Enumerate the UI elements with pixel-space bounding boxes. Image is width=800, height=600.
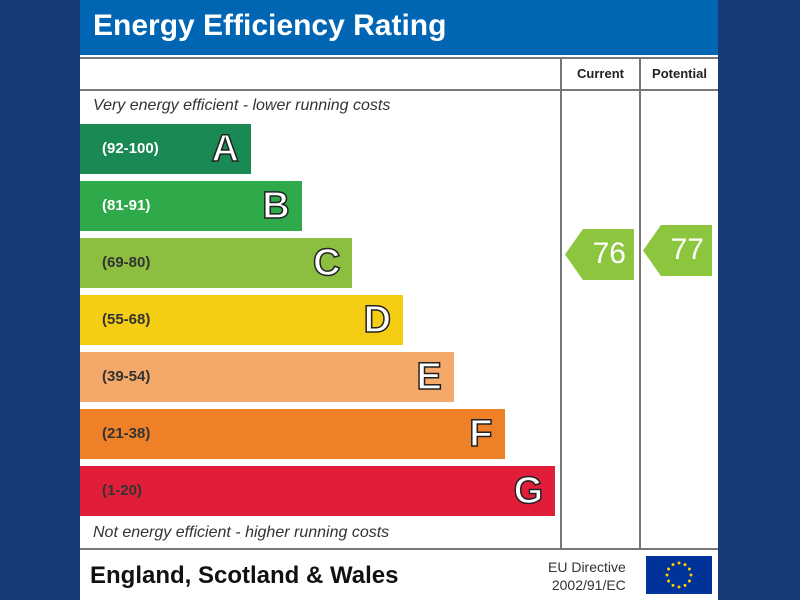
flag-star <box>687 567 691 571</box>
band-f: (21-38) F <box>80 409 505 459</box>
band-range: (92-100) <box>102 140 159 157</box>
eu-directive: EU Directive 2002/91/EC <box>548 558 626 594</box>
flag-star <box>671 563 675 567</box>
band-letter: G <box>513 469 544 513</box>
flag-star <box>683 563 687 567</box>
flag-star <box>689 573 693 577</box>
column-header-current: Current <box>577 66 624 81</box>
chart-title: Energy Efficiency Rating <box>93 9 447 42</box>
band-d: (55-68) D <box>80 295 404 345</box>
band-letter: D <box>363 298 392 342</box>
band-letter: A <box>211 127 240 171</box>
band-range: (21-38) <box>102 425 151 442</box>
column-header-potential: Potential <box>652 66 707 81</box>
band-b: (81-91) B <box>80 181 302 231</box>
flag-star <box>677 585 681 589</box>
band-letter: C <box>312 241 341 285</box>
flag-star <box>667 579 671 583</box>
band-a: (92-100) A <box>80 124 251 174</box>
current-rating-arrow: 76 <box>565 229 634 280</box>
directive-line2: 2002/91/EC <box>551 577 626 593</box>
chart-header: Energy Efficiency Rating <box>80 0 718 55</box>
divider <box>80 548 718 550</box>
potential-rating-arrow: 77 <box>643 225 712 276</box>
band-letter: F <box>469 412 494 456</box>
divider <box>560 57 562 549</box>
band-letter: E <box>416 355 443 399</box>
divider <box>80 57 718 59</box>
band-range: (55-68) <box>102 311 151 328</box>
epc-chart: Energy Efficiency Rating Current Potenti… <box>80 0 718 600</box>
top-note: Very energy efficient - lower running co… <box>93 97 391 114</box>
band-e: (39-54) E <box>80 352 454 402</box>
band-range: (39-54) <box>102 368 151 385</box>
band-letter: B <box>261 184 290 228</box>
band-range: (1-20) <box>102 482 143 499</box>
potential-rating-value: 77 <box>670 233 704 266</box>
flag-star <box>683 583 687 587</box>
band-range: (69-80) <box>102 254 151 271</box>
flag-star <box>665 573 669 577</box>
flag-star <box>671 583 675 587</box>
current-rating-value: 76 <box>592 237 626 270</box>
bottom-note: Not energy efficient - higher running co… <box>93 524 390 541</box>
band-g: (1-20) G <box>80 466 556 516</box>
divider <box>80 89 718 91</box>
flag-star <box>687 579 691 583</box>
directive-line1: EU Directive <box>548 559 626 575</box>
band-range: (81-91) <box>102 197 151 214</box>
region-label: England, Scotland & Wales <box>90 562 399 589</box>
divider <box>639 57 641 549</box>
eu-flag-icon <box>646 556 712 594</box>
flag-star <box>667 567 671 571</box>
flag-star <box>677 561 681 565</box>
band-c: (69-80) C <box>80 238 353 288</box>
